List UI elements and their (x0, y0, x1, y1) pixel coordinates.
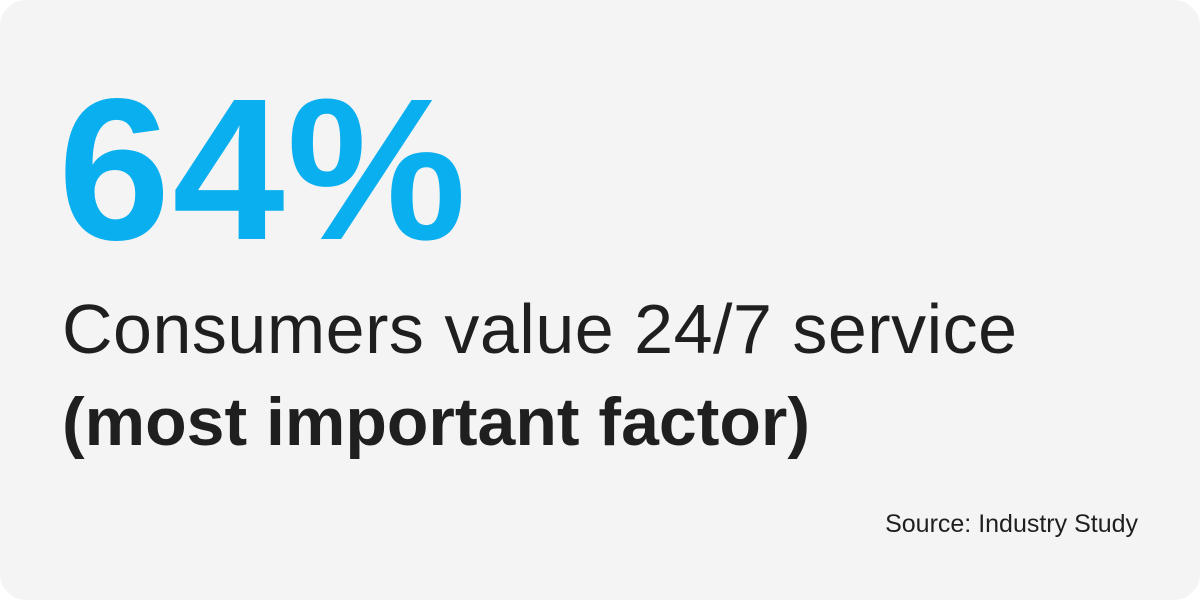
stat-value: 64% (58, 56, 469, 282)
stat-emphasis: (most important factor) (62, 384, 810, 460)
source-citation: Source: Industry Study (885, 510, 1138, 538)
stat-description: Consumers value 24/7 service (62, 290, 1018, 368)
